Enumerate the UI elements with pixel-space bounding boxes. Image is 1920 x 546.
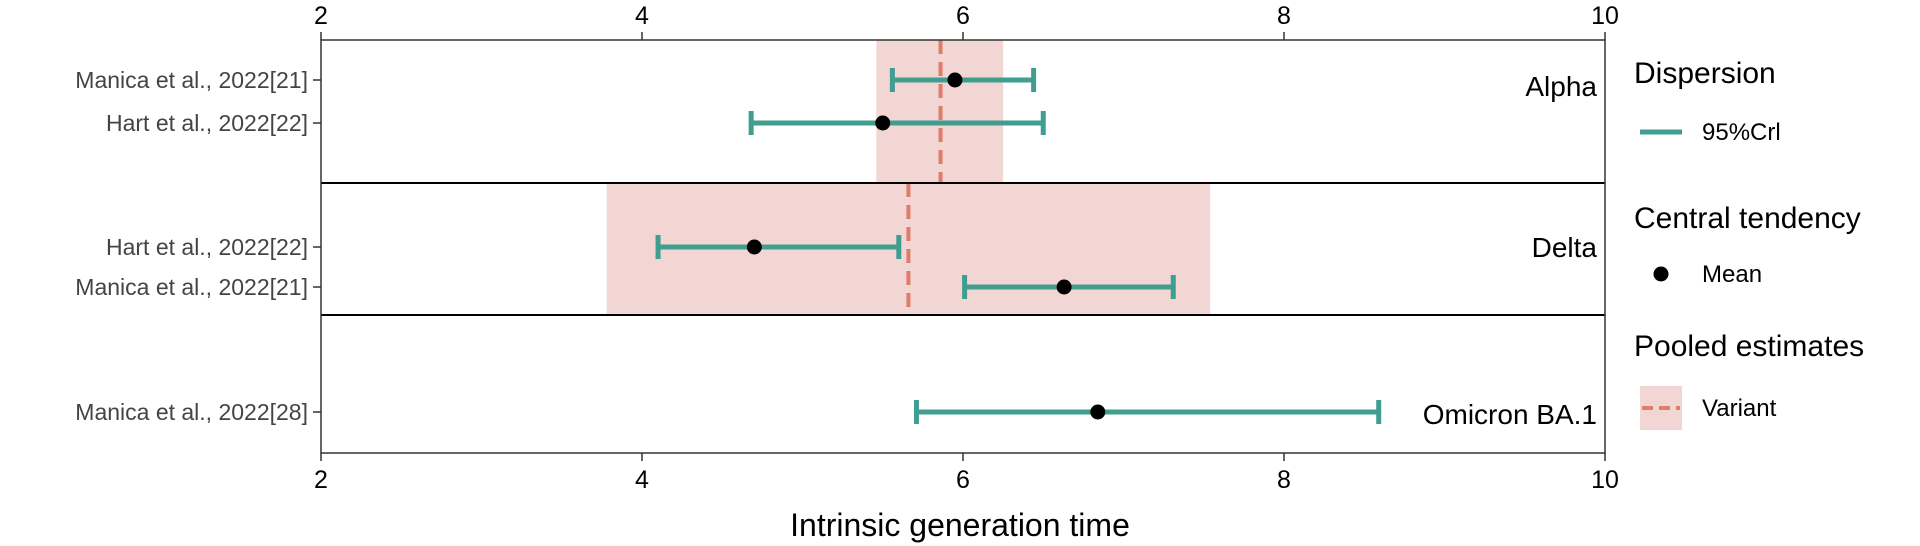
mean-point (1056, 279, 1072, 295)
study-label: Hart et al., 2022[22] (106, 110, 308, 136)
mean-point (875, 115, 891, 131)
mean-point (947, 72, 963, 88)
legend-item-label: 95%Crl (1702, 119, 1781, 146)
x-tick-label-bottom: 6 (956, 466, 970, 494)
mean-point (746, 239, 762, 255)
mean-point (1090, 404, 1106, 420)
facet-label: Omicron BA.1 (1423, 399, 1597, 430)
x-tick-label-bottom: 4 (635, 466, 649, 494)
x-tick-label-bottom: 8 (1277, 466, 1291, 494)
legend-key-mean (1653, 266, 1669, 282)
x-tick-label-bottom: 10 (1591, 466, 1619, 494)
x-tick-label-top: 2 (314, 2, 328, 30)
legend-title: Pooled estimates (1634, 330, 1864, 363)
x-tick-label-top: 6 (956, 2, 970, 30)
facet-label: Delta (1532, 232, 1598, 263)
x-tick-label-top: 8 (1277, 2, 1291, 30)
legend: Dispersion 95%Crl Central tendency Mean Pool… (1634, 57, 1864, 430)
x-tick-label-top: 10 (1591, 2, 1619, 30)
plot-area: 2 2 4 4 6 6 8 8 10 10 Manica et al., 2022[21] Hart … (75, 2, 1619, 494)
study-label: Manica et al., 2022[21] (75, 67, 308, 93)
facet-label: Alpha (1525, 71, 1597, 102)
legend-item-label: Variant (1702, 395, 1777, 422)
legend-title: Dispersion (1634, 57, 1776, 90)
study-label: Hart et al., 2022[22] (106, 234, 308, 260)
study-label: Manica et al., 2022[28] (75, 399, 308, 425)
study-label: Manica et al., 2022[21] (75, 274, 308, 300)
legend-item-label: Mean (1702, 261, 1762, 288)
legend-title: Central tendency (1634, 202, 1861, 235)
x-tick-label-top: 4 (635, 2, 649, 30)
x-tick-label-bottom: 2 (314, 466, 328, 494)
x-axis-title: Intrinsic generation time (790, 507, 1130, 543)
